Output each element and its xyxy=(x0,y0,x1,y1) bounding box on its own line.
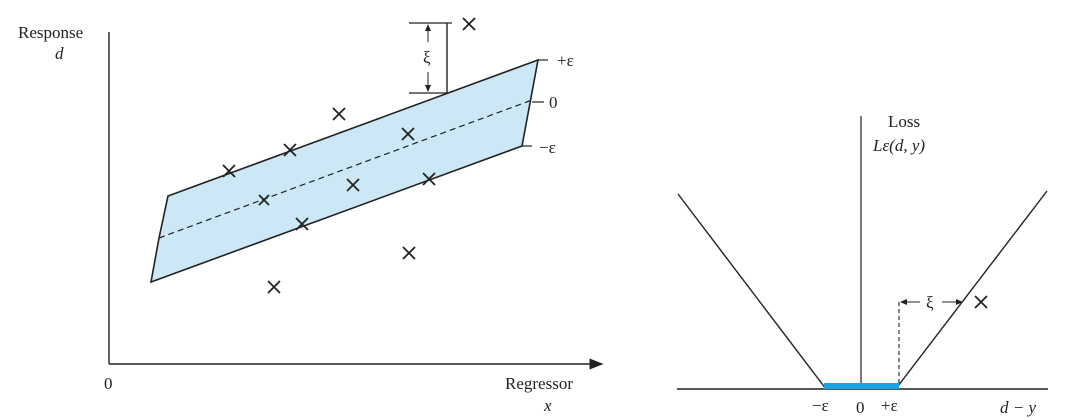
data-point xyxy=(295,217,309,231)
loss-data-point xyxy=(974,295,988,309)
regression-plot: +ε 0 −ε Response d 0 Regressor x ξ xyxy=(18,17,604,415)
loss-title: Loss xyxy=(888,112,920,131)
loss-right-branch xyxy=(897,190,1048,387)
data-point xyxy=(422,172,436,186)
data-point xyxy=(346,178,360,192)
regression-line xyxy=(158,99,533,239)
data-point xyxy=(258,194,270,206)
data-point xyxy=(267,280,281,294)
data-point xyxy=(222,164,236,178)
loss-slack-label: ξ xyxy=(926,293,934,312)
band-lower-label: −ε xyxy=(539,138,556,157)
slack-label: ξ xyxy=(423,48,431,67)
data-point xyxy=(401,127,415,141)
origin-label: 0 xyxy=(104,374,113,393)
band-upper-label: +ε xyxy=(557,51,574,70)
dead-zone-bar xyxy=(824,383,899,389)
loss-function-label: Lε(d, y) xyxy=(872,136,925,155)
x-axis-label: Regressor xyxy=(505,374,573,393)
loss-x-axis-label: d − y xyxy=(1000,398,1036,417)
data-point xyxy=(283,143,297,157)
data-points xyxy=(222,17,476,294)
tick-zero: 0 xyxy=(856,398,865,417)
y-axis-symbol: d xyxy=(55,44,64,63)
epsilon-tube xyxy=(149,58,540,284)
band-center-label: 0 xyxy=(549,93,558,112)
tick-neg-epsilon: −ε xyxy=(812,396,829,415)
loss-plot: ξ Loss Lε(d, y) −ε 0 +ε d − y xyxy=(677,112,1048,417)
loss-left-branch xyxy=(677,193,827,390)
data-point xyxy=(332,107,346,121)
y-axis-label: Response xyxy=(18,23,83,42)
x-axis-symbol: x xyxy=(543,396,552,415)
tick-pos-epsilon: +ε xyxy=(881,396,898,415)
data-point xyxy=(402,246,416,260)
data-point xyxy=(462,17,476,31)
